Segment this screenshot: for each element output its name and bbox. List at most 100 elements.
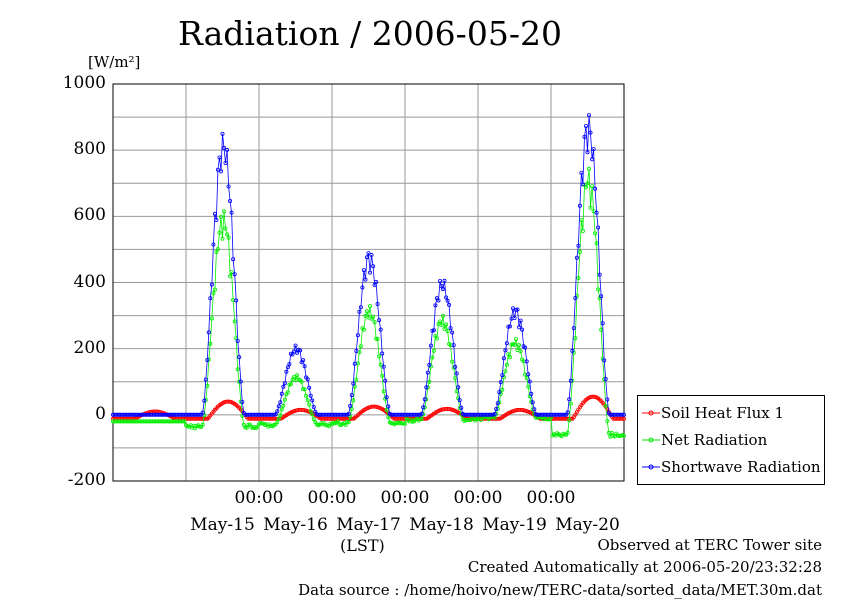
net-radiation-point [381, 389, 386, 394]
net-radiation-point [596, 287, 601, 292]
shortwave-radiation-point [494, 406, 499, 411]
net-radiation-point [593, 231, 598, 236]
shortwave-radiation-point [311, 404, 316, 409]
net-radiation-point [311, 417, 316, 422]
net-radiation-point [439, 322, 444, 327]
shortwave-radiation-point [235, 338, 240, 343]
net-radiation-point [434, 336, 439, 341]
net-radiation-point [371, 314, 376, 319]
net-radiation-point [580, 228, 585, 233]
shortwave-radiation-point [501, 356, 506, 361]
net-radiation-point [445, 328, 450, 333]
net-radiation-point [364, 309, 369, 314]
shortwave-radiation-point [517, 325, 522, 330]
shortwave-radiation-point [369, 252, 374, 257]
net-radiation-point [351, 398, 356, 403]
net-radiation-point [212, 287, 217, 292]
shortwave-radiation-point [622, 412, 627, 417]
net-radiation-point [605, 418, 610, 423]
net-radiation-point [622, 433, 627, 438]
x-tick-time: 00:00 [526, 488, 576, 508]
shortwave-radiation-point [208, 296, 213, 301]
shortwave-radiation-point [231, 257, 236, 262]
shortwave-radiation-point [375, 301, 380, 306]
shortwave-radiation-point [378, 327, 383, 332]
net-radiation-point [524, 375, 529, 380]
shortwave-radiation-point [421, 405, 426, 410]
net-radiation-point [504, 362, 509, 367]
net-radiation-point [402, 421, 407, 426]
shortwave-radiation-point [577, 203, 582, 208]
shortwave-radiation-point [301, 358, 306, 363]
shortwave-radiation-point [360, 285, 365, 290]
shortwave-radiation-point [238, 379, 243, 384]
shortwave-radiation-point [348, 403, 353, 408]
shortwave-radiation-point [220, 131, 225, 136]
shortwave-radiation-point [444, 295, 449, 300]
net-radiation-point [180, 419, 185, 424]
shortwave-radiation-point [276, 404, 281, 409]
shortwave-radiation-point [532, 407, 537, 412]
shortwave-radiation-point [232, 272, 237, 277]
shortwave-radiation-point [212, 211, 217, 216]
net-radiation-point [291, 374, 296, 379]
shortwave-radiation-point [500, 373, 505, 378]
y-tick-label: 400 [73, 271, 106, 292]
shortwave-radiation-point [584, 124, 589, 129]
shortwave-radiation-point [427, 362, 432, 367]
shortwave-radiation-point [442, 278, 447, 283]
shortwave-radiation-point [228, 198, 233, 203]
shortwave-radiation-point [520, 327, 525, 332]
shortwave-radiation-point [510, 306, 515, 311]
net-radiation-point [211, 291, 216, 296]
shortwave-radiation-point [384, 395, 389, 400]
net-radiation-point [343, 422, 348, 427]
shortwave-radiation-point [457, 398, 462, 403]
shortwave-radiation-point [285, 365, 290, 370]
shortwave-radiation-point [603, 376, 608, 381]
shortwave-radiation-point [450, 330, 455, 335]
net-radiation-point [363, 313, 368, 318]
net-radiation-point [442, 326, 447, 331]
legend-item-net: Net Radiation [638, 429, 824, 451]
net-radiation-point [288, 382, 293, 387]
shortwave-radiation-point [211, 242, 216, 247]
x-tick-date: May-16 [263, 515, 328, 535]
shortwave-radiation-point [214, 217, 219, 222]
shortwave-radiation-point [307, 385, 312, 390]
shortwave-radiation-point [374, 279, 379, 284]
shortwave-radiation-point [237, 355, 242, 360]
shortwave-radiation-point [451, 343, 456, 348]
shortwave-radiation-point [361, 268, 366, 273]
shortwave-radiation-point [275, 409, 280, 414]
shortwave-radiation-point [599, 294, 604, 299]
net-radiation-point [361, 327, 366, 332]
shortwave-radiation-point [573, 295, 578, 300]
net-radiation-point [304, 393, 309, 398]
net-radiation-point [591, 209, 596, 214]
net-radiation-point [512, 342, 517, 347]
shortwave-radiation-point [284, 369, 289, 374]
shortwave-radiation-point [377, 318, 382, 323]
net-radiation-point [587, 166, 592, 171]
shortwave-radiation-point [240, 399, 245, 404]
net-radiation-point [285, 390, 290, 395]
shortwave-radiation-point [293, 343, 298, 348]
shortwave-radiation-point [431, 328, 436, 333]
shortwave-radiation-point [209, 282, 214, 287]
shortwave-radiation-point [570, 348, 575, 353]
shortwave-radiation-point [354, 348, 359, 353]
shortwave-radiation-point [529, 391, 534, 396]
shortwave-radiation-point [588, 130, 593, 135]
net-radiation-line [113, 168, 625, 438]
shortwave-radiation-point [587, 113, 592, 118]
net-radiation-point [590, 184, 595, 189]
net-radiation-point [427, 379, 432, 384]
legend-label-soil: Soil Heat Flux 1 [661, 404, 785, 422]
shortwave-radiation-point [302, 364, 307, 369]
x-tick-time: 00:00 [307, 488, 357, 508]
shortwave-radiation-point [229, 210, 234, 215]
shortwave-radiation-point [440, 287, 445, 292]
net-radiation-point [526, 384, 531, 389]
